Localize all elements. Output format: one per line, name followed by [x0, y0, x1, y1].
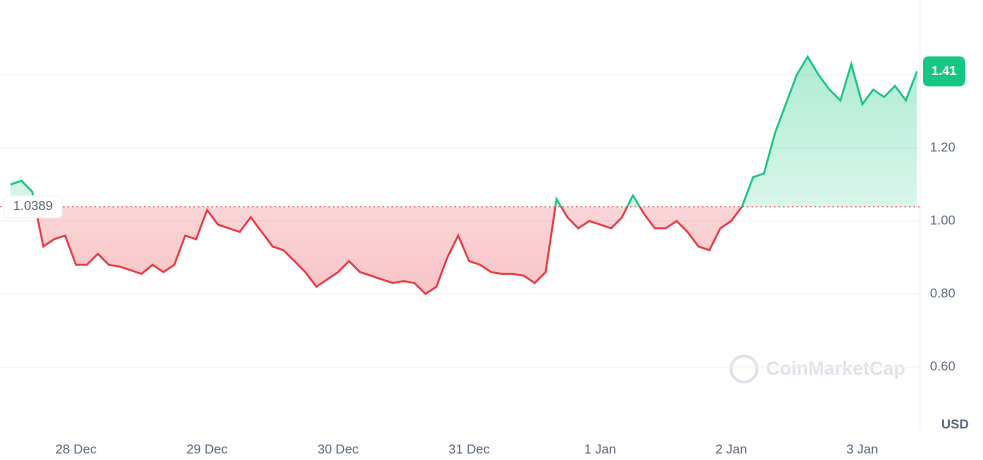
- price-label: 1.41: [931, 63, 956, 78]
- y-tick-label: 0.80: [930, 285, 955, 300]
- x-tick-label: 31 Dec: [449, 441, 491, 456]
- watermark-text: CoinMarketCap: [766, 359, 905, 380]
- price-line-up: [10, 54, 918, 207]
- baseline-badge: [3, 195, 63, 219]
- x-tick-label: 1 Jan: [584, 441, 616, 456]
- x-tick-label: 30 Dec: [317, 441, 359, 456]
- price-badge: [923, 56, 965, 87]
- area-down: [10, 206, 917, 294]
- price-line-down: [34, 206, 744, 296]
- area-up: [10, 56, 917, 207]
- x-tick-label: 28 Dec: [55, 441, 97, 456]
- y-tick-label: 1.20: [930, 139, 955, 154]
- x-tick-label: 2 Jan: [715, 441, 747, 456]
- watermark: CoinMarketCap: [729, 354, 905, 384]
- y-unit: USD: [941, 416, 968, 431]
- y-tick-label: 1.00: [930, 212, 955, 227]
- y-tick-label: 0.60: [930, 358, 955, 373]
- x-tick-label: 3 Jan: [846, 441, 878, 456]
- baseline-label: 1.0389: [13, 198, 53, 213]
- x-tick-label: 29 Dec: [186, 441, 228, 456]
